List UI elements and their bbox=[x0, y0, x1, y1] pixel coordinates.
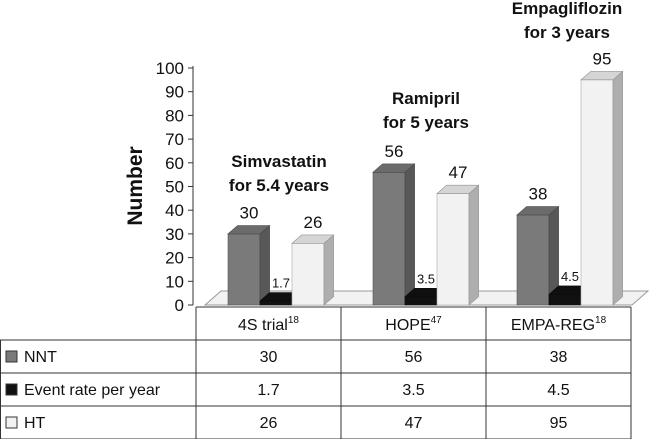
y-tick-label: 50 bbox=[165, 178, 184, 197]
table-row: Event rate per year 1.7 3.5 4.5 bbox=[5, 382, 570, 399]
bar-value-label: 30 bbox=[240, 204, 259, 223]
bar-side bbox=[259, 224, 270, 306]
table-cell: 47 bbox=[405, 415, 423, 432]
y-tick-label: 70 bbox=[165, 130, 184, 149]
legend-label: HT bbox=[24, 415, 46, 432]
bar-top bbox=[291, 234, 335, 244]
bar-value-label: 26 bbox=[304, 213, 323, 232]
bar-value-label: 47 bbox=[449, 163, 468, 182]
bar bbox=[372, 163, 416, 306]
bar-front bbox=[259, 300, 293, 306]
table-cell: 56 bbox=[405, 349, 423, 366]
group-annotation-line: Ramipril bbox=[392, 89, 460, 108]
bar-front bbox=[404, 296, 438, 306]
category-label: 4S trial18 bbox=[238, 315, 299, 334]
y-tick-label: 90 bbox=[165, 83, 184, 102]
legend-swatch bbox=[5, 416, 18, 429]
bar-side bbox=[468, 184, 479, 306]
bar bbox=[436, 184, 480, 306]
table-row: HT 26 47 95 bbox=[5, 415, 568, 432]
group-annotation-line: Simvastatin bbox=[231, 152, 326, 171]
y-axis: 0 10 20 30 40 50 60 70 80 90 100 Number bbox=[124, 59, 194, 315]
legend-label: NNT bbox=[24, 349, 57, 366]
bar-value-label: 4.5 bbox=[561, 269, 579, 284]
value-labels-layer: 30 1.7 26 56 3.5 47 38 4.5 95 bbox=[240, 49, 612, 290]
group-annotation-line: Empagliflozin bbox=[512, 0, 623, 18]
y-axis-label: Number bbox=[124, 146, 147, 225]
table-cell: 95 bbox=[550, 415, 568, 432]
bar-front bbox=[580, 79, 614, 306]
y-tick-label: 80 bbox=[165, 106, 184, 125]
y-tick-label: 10 bbox=[165, 272, 184, 291]
bar-top bbox=[436, 184, 480, 194]
bar-front bbox=[291, 243, 325, 306]
y-tick-label: 40 bbox=[165, 201, 184, 220]
legend-label: Event rate per year bbox=[24, 382, 161, 399]
data-table: 4S trial18 HOPE47 EMPA-REG18 NNT 30 56 38 Event… bbox=[0, 306, 632, 439]
category-label: HOPE47 bbox=[385, 315, 442, 334]
category-label: EMPA-REG18 bbox=[511, 315, 607, 334]
bar-side bbox=[323, 234, 334, 306]
bar-front bbox=[516, 214, 550, 306]
bar bbox=[516, 205, 560, 306]
bar-value-label: 1.7 bbox=[272, 276, 290, 291]
y-tick-label: 100 bbox=[156, 59, 184, 78]
table-cell: 26 bbox=[260, 415, 278, 432]
table-row: NNT 30 56 38 bbox=[5, 349, 568, 366]
bar-value-label: 3.5 bbox=[417, 271, 435, 286]
legend-swatch bbox=[5, 383, 18, 396]
bar-value-label: 56 bbox=[385, 142, 404, 161]
bar-side bbox=[612, 70, 623, 306]
bar-top bbox=[372, 163, 416, 173]
bar-top bbox=[227, 225, 271, 235]
bar-front bbox=[372, 171, 406, 306]
annotations-layer: Simvastatin for 5.4 years Ramipril for 5 ye… bbox=[229, 0, 622, 195]
bar-value-label: 38 bbox=[529, 185, 548, 204]
group-annotation-line: for 3 years bbox=[524, 23, 610, 42]
bar bbox=[291, 234, 335, 306]
group-annotation-line: for 5 years bbox=[383, 113, 469, 132]
bar-top bbox=[516, 206, 560, 216]
bar-value-label: 95 bbox=[593, 49, 612, 68]
table-cell: 1.7 bbox=[257, 382, 279, 399]
y-tick-label: 20 bbox=[165, 249, 184, 268]
table-cell: 3.5 bbox=[402, 382, 424, 399]
table-cell: 4.5 bbox=[547, 382, 569, 399]
legend-swatch bbox=[5, 350, 18, 363]
y-tick-label: 60 bbox=[165, 154, 184, 173]
bar-front bbox=[436, 193, 470, 306]
y-tick-label: 0 bbox=[175, 296, 184, 315]
bars-layer bbox=[227, 70, 624, 306]
bar bbox=[580, 70, 624, 306]
group-annotation-line: for 5.4 years bbox=[229, 176, 329, 195]
y-tick-label: 30 bbox=[165, 225, 184, 244]
table-cell: 30 bbox=[260, 349, 278, 366]
bar-front bbox=[227, 233, 261, 306]
table-cell: 38 bbox=[550, 349, 568, 366]
bar bbox=[227, 224, 271, 306]
bar-front bbox=[548, 294, 582, 306]
bar-side bbox=[404, 163, 415, 306]
bar-top bbox=[580, 71, 624, 81]
